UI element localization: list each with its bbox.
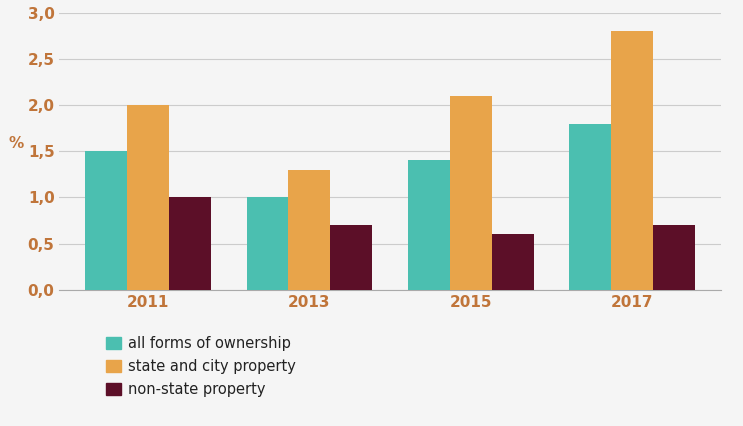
- Bar: [611, 31, 653, 290]
- Bar: [450, 96, 492, 290]
- Bar: [169, 197, 211, 290]
- Bar: [127, 105, 169, 290]
- Bar: [247, 197, 288, 290]
- Y-axis label: %: %: [9, 136, 24, 151]
- Bar: [331, 225, 372, 290]
- Legend: all forms of ownership, state and city property, non-state property: all forms of ownership, state and city p…: [106, 336, 296, 397]
- Bar: [408, 161, 450, 290]
- Bar: [85, 151, 127, 290]
- Bar: [492, 234, 533, 290]
- Bar: [653, 225, 695, 290]
- Bar: [288, 170, 331, 290]
- Bar: [569, 124, 611, 290]
